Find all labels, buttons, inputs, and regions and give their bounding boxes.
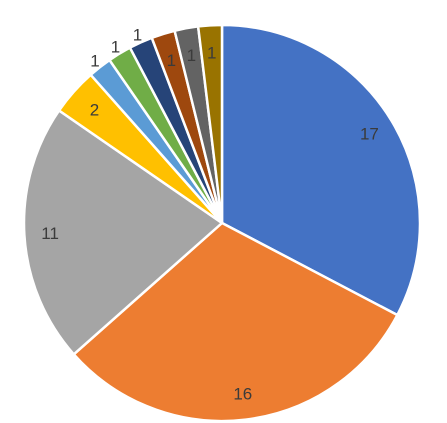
pie-slice-3 bbox=[22, 108, 225, 357]
pie-slices bbox=[22, 23, 422, 423]
pie-data-label-10: 1 bbox=[207, 44, 216, 63]
pie-data-label-1: 17 bbox=[360, 124, 379, 143]
pie-data-label-7: 1 bbox=[133, 26, 142, 45]
pie-data-label-2: 16 bbox=[233, 385, 252, 404]
pie-data-label-3: 11 bbox=[41, 224, 59, 243]
pie-slice-2 bbox=[72, 221, 400, 423]
pie-slice-10 bbox=[196, 23, 224, 224]
pie-data-label-5: 1 bbox=[90, 51, 99, 70]
pie-data-label-6: 1 bbox=[111, 37, 120, 56]
pie-slice-1 bbox=[220, 23, 422, 317]
pie-data-label-4: 2 bbox=[90, 101, 99, 120]
pie-data-label-8: 1 bbox=[167, 51, 176, 70]
pie-data-label-9: 1 bbox=[187, 46, 196, 65]
